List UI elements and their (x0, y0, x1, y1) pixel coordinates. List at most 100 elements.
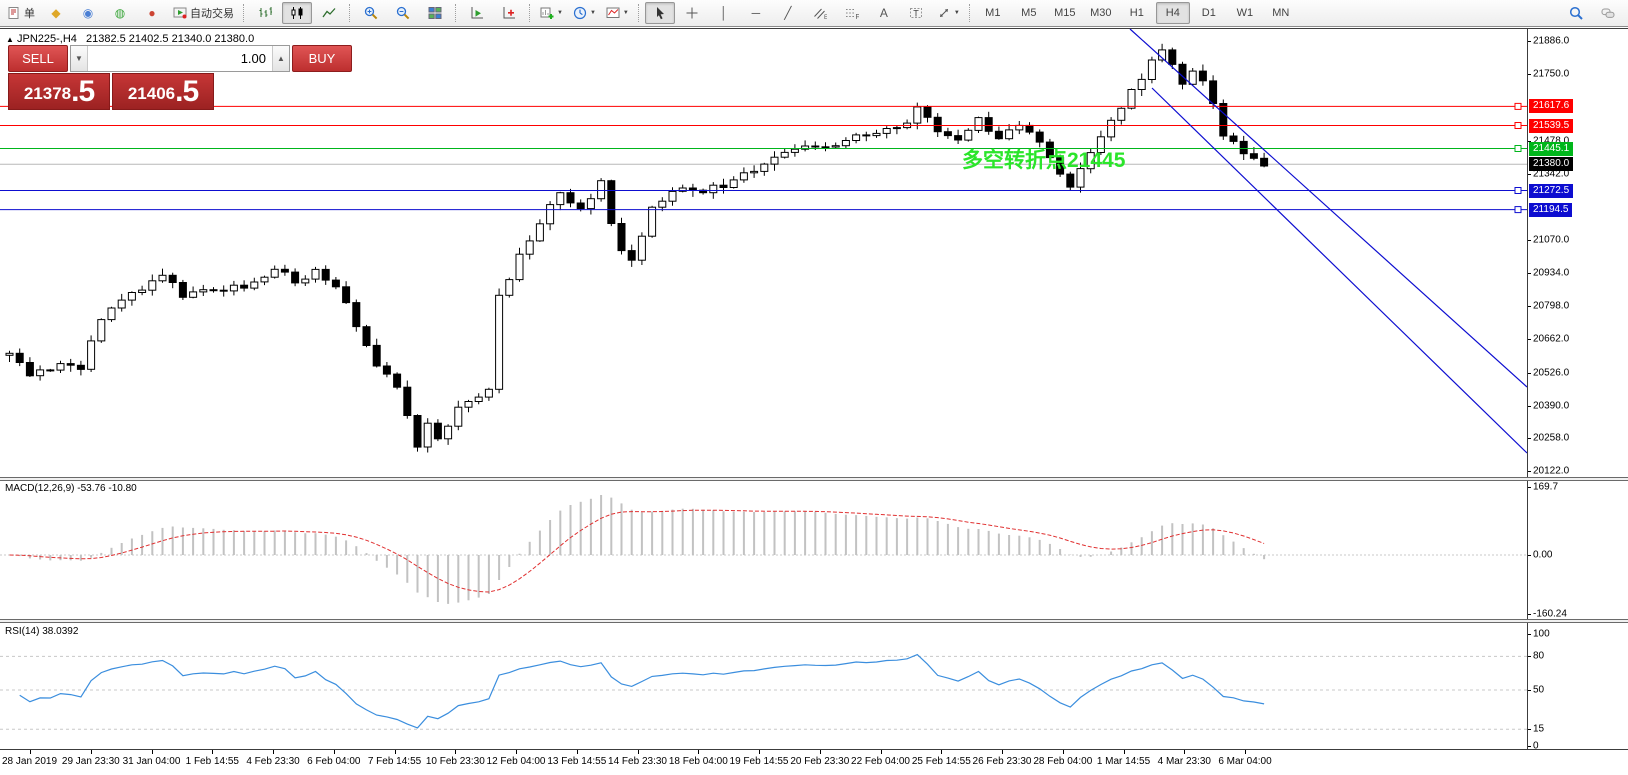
date-tick (1184, 750, 1186, 754)
timeframe-m5[interactable]: M5 (1021, 7, 1037, 19)
signals-icon[interactable]: ◍ (105, 2, 135, 24)
arrows-dropdown[interactable]: ▼ (933, 2, 964, 24)
templates-dropdown[interactable]: ▼ (602, 2, 633, 24)
buy-price-frac: .5 (175, 75, 199, 108)
trendline-icon: ╱ (784, 6, 792, 20)
shift-icon (503, 7, 515, 19)
timeframe-m1[interactable]: M1 (985, 7, 1001, 19)
trendline-button[interactable]: ╱ (773, 2, 803, 24)
rsi-value: 38.0392 (42, 626, 79, 637)
date-label: 19 Feb 14:55 (729, 756, 789, 767)
date-tick (1062, 750, 1064, 754)
date-label: 6 Feb 04:00 (307, 756, 361, 767)
timeframe-m15[interactable]: M15 (1054, 7, 1076, 19)
candlestick-chart-button[interactable] (282, 2, 312, 24)
candles-icon (291, 7, 303, 19)
price-tick-label: 21342.0 (1533, 168, 1570, 180)
date-tick (333, 750, 335, 754)
date-tick (1002, 750, 1003, 754)
rsi-axis-tick (1527, 634, 1531, 635)
svg-text:T: T (913, 9, 919, 19)
volume-decrease-button[interactable]: ▼ (71, 46, 88, 71)
price-tick-label: 20122.0 (1533, 465, 1570, 477)
alerts-icon[interactable]: ◆ (41, 2, 71, 24)
tile-windows-button[interactable] (420, 2, 450, 24)
symbol-period-label: JPN225-,H4 (16, 33, 77, 45)
date-label: 26 Feb 23:30 (972, 756, 1032, 767)
community-icon[interactable]: ◉ (73, 2, 103, 24)
buy-price-display[interactable]: 21406.5 (112, 73, 214, 110)
alerts-icon-icon: ◆ (51, 6, 61, 20)
indicator-icon (606, 7, 620, 18)
fib-icon: F (845, 9, 859, 20)
cursor-button[interactable] (644, 2, 675, 24)
timeframe-h1[interactable]: H1 (1129, 7, 1144, 19)
sell-price-frac: .5 (71, 75, 95, 108)
collapse-arrow-icon[interactable]: ▲ (6, 35, 14, 44)
date-label: 4 Mar 23:30 (1157, 756, 1211, 767)
chart-text-annotation[interactable]: 多空转折点21445 (962, 149, 1126, 172)
timeframe-h4[interactable]: H4 (1155, 2, 1190, 24)
rsi-axis-label: 0 (1533, 740, 1539, 752)
splitter-macd-rsi[interactable] (0, 619, 1628, 623)
trendlines-layer[interactable] (1129, 28, 1528, 454)
equidistant-channel-button[interactable]: E (805, 2, 835, 24)
line-chart-button[interactable] (314, 2, 344, 24)
horizontal-line-button[interactable]: ─ (741, 2, 771, 24)
date-tick (90, 750, 92, 754)
zoomout-icon (396, 6, 410, 20)
volume-increase-button[interactable]: ▲ (272, 46, 289, 71)
autoscroll-icon (471, 7, 483, 19)
macd-values: -53.76 -10.80 (77, 483, 137, 494)
periods-dropdown[interactable]: ▼ (569, 2, 600, 24)
timeframe-mn[interactable]: MN (1272, 7, 1290, 19)
zoom-in-button[interactable] (356, 2, 386, 24)
new-order-button-label: 单 (24, 8, 35, 20)
sell-price-main: 21378 (23, 84, 72, 103)
toolbar: 单 ◆ ◉ ◍ ● 自动交易 ▼ ▼ ▼ │ ─ ╱ E F A T ▼ M1 M5 M15 M30 H1 H4 D1 W1 MN (0, 0, 1628, 27)
timeframe-w1[interactable]: W1 (1236, 7, 1254, 19)
market-icon[interactable]: ● (137, 2, 167, 24)
new-chart-dropdown[interactable]: ▼ (536, 2, 567, 24)
date-tick (941, 750, 943, 754)
line-icon (322, 8, 336, 18)
sell-button[interactable]: SELL (8, 45, 68, 72)
date-tick (759, 750, 760, 754)
tile-icon (428, 7, 442, 19)
vertical-line-button[interactable]: │ (709, 2, 739, 24)
auto-scroll-button[interactable] (462, 2, 492, 24)
chat-button[interactable] (1593, 2, 1623, 24)
level-lines-layer[interactable] (0, 102, 1527, 214)
level-price-badge: 21445.1 (1529, 141, 1574, 156)
volume-input[interactable] (88, 46, 272, 71)
candles-layer (5, 43, 1269, 453)
date-tick (151, 750, 153, 754)
zoom-out-button[interactable] (388, 2, 418, 24)
text-label-button[interactable]: T (901, 2, 931, 24)
autotrading-button[interactable]: 自动交易 (169, 2, 238, 24)
date-label: 7 Feb 14:55 (367, 756, 422, 767)
splitter-main-macd[interactable] (0, 477, 1628, 481)
chart-shift-button[interactable] (494, 2, 524, 24)
text-button[interactable]: A (869, 2, 899, 24)
date-label: 13 Feb 14:55 (547, 756, 607, 767)
search-button[interactable] (1561, 2, 1591, 24)
crosshair-button[interactable] (677, 2, 707, 24)
date-label: 29 Jan 23:30 (61, 756, 120, 767)
chat-icon (1601, 8, 1615, 18)
date-tick (455, 750, 457, 754)
autotrading-button-label: 自动交易 (190, 8, 234, 20)
window-frame (0, 28, 1628, 29)
timeframe-d1[interactable]: D1 (1201, 7, 1216, 19)
timeframe-m30[interactable]: M30 (1090, 7, 1112, 19)
macd-indicator-label: MACD(12,26,9) -53.76 -10.80 (5, 483, 137, 494)
new-order-button[interactable]: 单 (3, 2, 39, 24)
sell-price-display[interactable]: 21378.5 (8, 73, 110, 110)
fibonacci-button[interactable]: F (837, 2, 867, 24)
date-tick (698, 750, 700, 754)
toolbar-separator (349, 4, 351, 22)
buy-button[interactable]: BUY (292, 45, 352, 72)
bar-chart-button[interactable] (250, 2, 280, 24)
